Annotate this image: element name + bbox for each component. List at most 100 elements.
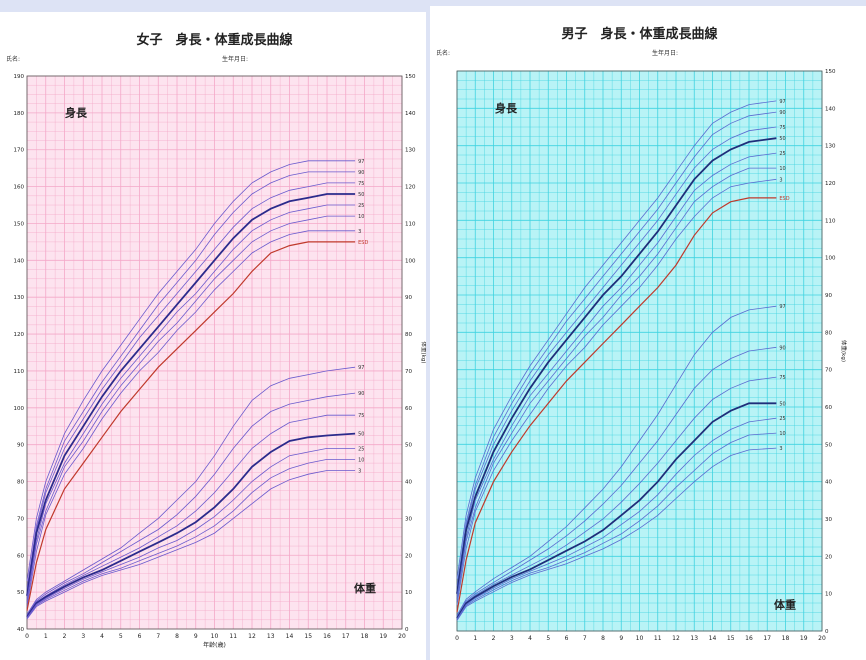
x-tick-label: 1: [44, 633, 48, 640]
height-percentile-line-label: 50: [779, 136, 785, 142]
x-tick-label: 11: [229, 633, 237, 640]
weight-percentile-line: [26, 392, 356, 616]
name-label: 氏名:: [6, 55, 20, 63]
x-tick-label: 0: [455, 635, 459, 642]
girl-growth-chart-panel: 女子 身長・体重成長曲線 氏名: 生年月日: 0 1 2 3 4 5 6 7 8 9 10 11 12 13 14…: [0, 12, 426, 660]
height-percentile-line: [26, 204, 356, 600]
x-tick-label: 2: [63, 633, 67, 640]
height-percentile-line: [26, 230, 356, 607]
height-tick-label: 60: [17, 553, 24, 559]
x-tick-label: 20: [818, 635, 826, 642]
height-tick-label: 170: [14, 148, 25, 154]
height-percentile-line-label: 90: [358, 170, 364, 176]
weight-percentile-line: [26, 459, 356, 619]
x-tick-label: 2: [492, 635, 496, 642]
x-tick-label: 4: [528, 635, 532, 642]
x-tick-label: 6: [138, 633, 142, 640]
height-percentile-line-label: 75: [358, 181, 364, 187]
height-tick-label: 70: [17, 516, 24, 522]
height-percentile-line: [456, 100, 777, 579]
height-percentile-line: [26, 171, 356, 589]
weight-section-label: 体重: [774, 598, 796, 612]
chart-title: 女子 身長・体重成長曲線: [136, 32, 293, 48]
x-tick-label: 17: [342, 633, 350, 640]
weight-section-label: 体重: [354, 581, 376, 595]
weight-percentile-line-label: 75: [358, 413, 364, 419]
height-highlight-line: [456, 197, 777, 613]
height-percentile-line-label: 10: [779, 166, 785, 172]
height-percentile-line: [456, 152, 777, 598]
weight-tick-label: 60: [405, 406, 412, 412]
weight-axis-label: 体重(kg): [420, 342, 426, 364]
boy-growth-chart-panel: 男子 身長・体重成長曲線 氏名: 生年月日: 0 1 2 3 4 5 6 7 8 9 10 11 12 13 14…: [430, 6, 866, 660]
weight-percentile-line-label: 90: [358, 391, 364, 397]
x-tick-label: 16: [323, 633, 331, 640]
chart-title: 男子 身長・体重成長曲線: [561, 26, 718, 42]
plot-frame: [456, 70, 823, 632]
weight-percentile-line: [456, 447, 777, 621]
weight-tick-label: 100: [825, 256, 836, 262]
name-label: 氏名:: [436, 49, 450, 57]
weight-tick-label: 60: [825, 405, 832, 411]
x-tick-label: 19: [379, 633, 387, 640]
weight-percentile-line: [456, 346, 777, 617]
weight-tick-label: 150: [405, 74, 416, 80]
height-tick-label: 140: [14, 258, 25, 264]
x-tick-label: 10: [636, 635, 644, 642]
weight-tick-label: 10: [825, 592, 832, 598]
weight-percentile-line: [26, 470, 356, 620]
weight-tick-label: 120: [825, 181, 836, 187]
weight-tick-label: 110: [405, 221, 416, 227]
x-tick-label: 10: [211, 633, 219, 640]
weight-percentile-line-label: 10: [358, 457, 364, 463]
weight-tick-label: 40: [825, 480, 832, 486]
x-axis-label: 年齢(歳): [203, 641, 226, 649]
weight-percentile-line-label: 25: [358, 446, 364, 452]
weight-tick-label: 110: [825, 218, 836, 224]
weight-tick-label: 30: [825, 517, 832, 523]
grid-lines: [26, 75, 403, 630]
height-tick-label: 80: [17, 480, 24, 486]
weight-tick-label: 20: [825, 554, 832, 560]
x-tick-label: 14: [709, 635, 717, 642]
height-tick-label: 40: [17, 627, 24, 633]
weight-percentile-line: [456, 432, 777, 621]
weight-percentile-line: [456, 417, 777, 620]
weight-tick-label: 40: [405, 480, 412, 486]
height-tick-label: 90: [17, 443, 24, 449]
height-highlight-line-label: ESD: [358, 240, 368, 246]
height-tick-label: 130: [14, 295, 25, 301]
height-percentile-line-label: 25: [358, 203, 364, 209]
x-tick-label: 18: [361, 633, 369, 640]
height-percentile-line: [456, 178, 777, 605]
weight-tick-label: 0: [825, 629, 829, 635]
height-percentile-line-label: 97: [358, 159, 364, 165]
grid-lines: [456, 70, 823, 632]
weight-axis-label: 体重(kg): [840, 340, 848, 362]
weight-tick-label: 90: [825, 293, 832, 299]
x-tick-label: 6: [565, 635, 569, 642]
height-percentile-line: [456, 167, 777, 602]
height-tick-label: 110: [14, 369, 25, 375]
weight-percentile-line: [456, 376, 777, 618]
weight-tick-label: 80: [405, 332, 412, 338]
weight-percentile-line: [26, 414, 356, 617]
weight-tick-label: 0: [405, 627, 409, 633]
x-tick-label: 4: [100, 633, 104, 640]
height-percentile-line-label: 97: [779, 99, 785, 105]
x-tick-label: 19: [800, 635, 808, 642]
height-tick-label: 190: [14, 74, 25, 80]
weight-percentile-line-label: 3: [358, 468, 361, 474]
x-tick-label: 15: [727, 635, 735, 642]
weight-tick-label: 100: [405, 258, 416, 264]
weight-tick-label: 70: [825, 368, 832, 374]
x-tick-label: 9: [619, 635, 623, 642]
plot-frame: [26, 75, 403, 630]
height-percentile-line: [456, 137, 777, 594]
weight-percentile-line-label: 50: [358, 432, 364, 438]
weight-percentile-line-label: 10: [779, 431, 785, 437]
height-percentile-line-label: 10: [358, 214, 364, 220]
weight-percentile-line-label: 97: [358, 365, 364, 371]
height-percentile-line-label: 25: [779, 151, 785, 157]
x-tick-label: 8: [175, 633, 179, 640]
